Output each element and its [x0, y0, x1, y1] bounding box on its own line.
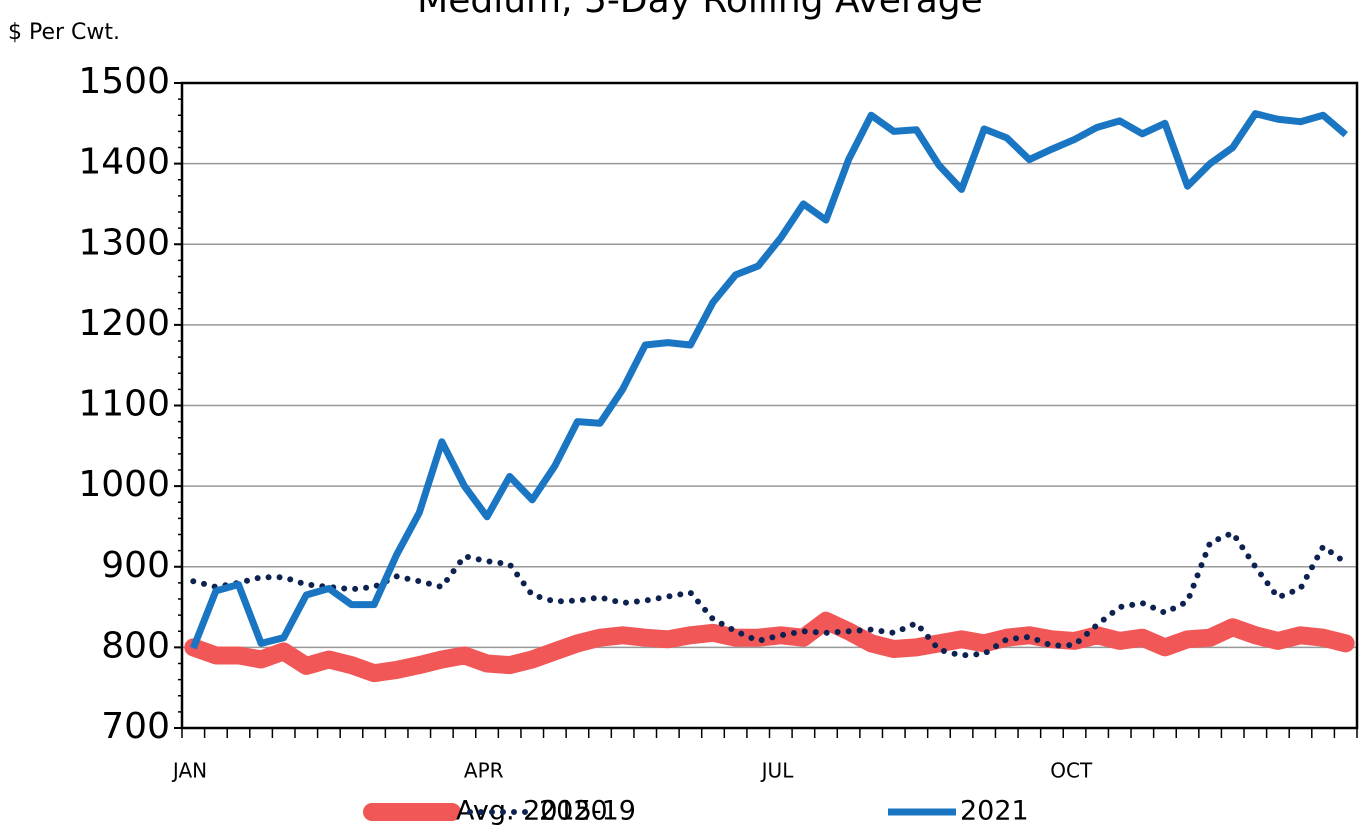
- y-tick-label: 1300: [78, 222, 170, 263]
- legend-label: Avg. 2015-19: [456, 796, 636, 827]
- y-tick-label: 900: [101, 545, 170, 586]
- legend-label: 2021: [960, 796, 1029, 827]
- y-tick-label: 800: [101, 625, 170, 666]
- x-tick-label: JUL: [760, 759, 795, 783]
- series-line: [190, 110, 1348, 650]
- chart-title: Medium, 5-Day Rolling Average: [417, 0, 983, 21]
- y-tick-label: 1200: [78, 303, 170, 344]
- series-line: [184, 611, 1355, 683]
- legend-label: 2020: [539, 796, 608, 827]
- y-tick-label: 1100: [78, 384, 170, 425]
- y-tick-label: 1000: [78, 464, 170, 505]
- x-tick-label: JAN: [171, 759, 207, 783]
- y-axis-label: $ Per Cwt.: [8, 20, 120, 45]
- x-tick-label: OCT: [1050, 759, 1093, 783]
- y-tick-label: 700: [101, 706, 170, 747]
- y-tick-label: 1400: [78, 142, 170, 183]
- y-tick-label: 1500: [78, 61, 170, 102]
- x-tick-label: APR: [464, 759, 504, 783]
- plot-frame: [180, 81, 1359, 730]
